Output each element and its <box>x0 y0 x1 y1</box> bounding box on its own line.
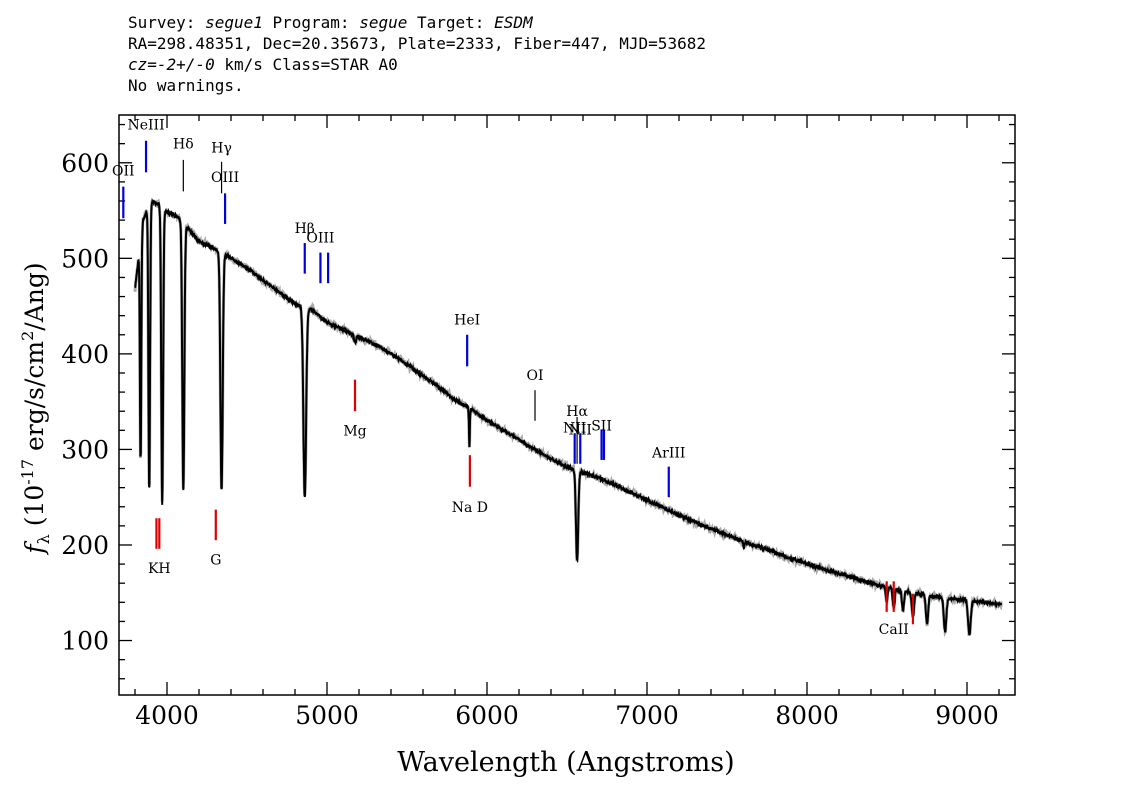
marker-mg-label: Mg <box>343 423 366 439</box>
survey-label: Survey: <box>128 13 206 32</box>
marker-na-d-label: Na D <box>452 500 488 516</box>
y-tick-label: 400 <box>61 340 109 369</box>
x-tick-label: 8000 <box>775 701 839 730</box>
y-tick-label: 500 <box>61 244 109 273</box>
marker-h--label: Hδ <box>173 137 194 153</box>
header-line-coordinates: RA=298.48351, Dec=20.35673, Plate=2333, … <box>128 34 706 53</box>
header-line-redshift: cz=-2+/-0 km/s Class=STAR A0 <box>128 54 706 75</box>
x-tick-label: 6000 <box>455 701 519 730</box>
marker-h--label: Hα <box>566 404 588 420</box>
marker-h--label: Hβ <box>295 221 315 237</box>
y-tick-label: 300 <box>61 435 109 464</box>
spectrum-line <box>134 198 1003 636</box>
marker-oiii-label: OIII <box>306 230 334 246</box>
program-value: segue <box>359 13 408 32</box>
marker-ariii-label: ArIII <box>651 445 685 461</box>
x-tick-label: 7000 <box>615 701 679 730</box>
header-line-survey: Survey: segue1 Program: segue Target: ES… <box>128 12 706 33</box>
y-tick-label: 200 <box>61 531 109 560</box>
marker-sii-label: SII <box>591 419 612 435</box>
tick-labels: 4000 5000 6000 7000 8000 9000 100 200 300 400 500 6… <box>61 149 999 730</box>
x-tick-label: 9000 <box>935 701 999 730</box>
marker-oi-label: OI <box>526 368 543 384</box>
y-tick-label: 600 <box>61 149 109 178</box>
x-tick-label: 5000 <box>295 701 359 730</box>
redshift-value: cz=-2+/-0 <box>128 55 215 74</box>
marker-nii-label: NII <box>563 420 586 436</box>
spectrum-series <box>133 197 1003 638</box>
target-value: ESDM <box>494 13 533 32</box>
marker-g-label: G <box>210 552 221 568</box>
x-axis-label: Wavelength (Angstroms) <box>397 747 734 778</box>
axis-ticks <box>119 115 1015 695</box>
survey-value: segue1 <box>205 13 263 32</box>
plot-frame <box>118 114 1016 696</box>
plot-border <box>118 114 1016 696</box>
marker-oii-label: OII <box>112 163 135 179</box>
header-line-warnings: No warnings. <box>128 76 244 95</box>
class-text: km/s Class=STAR A0 <box>214 55 398 74</box>
marker-neiii-label: NeIII <box>127 118 164 134</box>
marker-hei-label: HeI <box>454 312 480 328</box>
marker-nii-label: NII <box>569 422 592 438</box>
y-axis-label: fλ (10-17 erg/s/cm2/Ang) <box>18 262 53 555</box>
target-label: Target: <box>407 13 495 32</box>
x-tick-label: 4000 <box>135 701 199 730</box>
marker-h--label: Hγ <box>211 140 232 156</box>
spectrum-header: Survey: segue1 Program: segue Target: ES… <box>128 12 706 96</box>
marker-kh-label: KH <box>148 561 171 577</box>
y-tick-label: 100 <box>61 627 109 656</box>
marker-caii-label: CaII <box>879 622 909 638</box>
program-label: Program: <box>262 13 360 32</box>
marker-oiii-label: OIII <box>211 170 239 186</box>
